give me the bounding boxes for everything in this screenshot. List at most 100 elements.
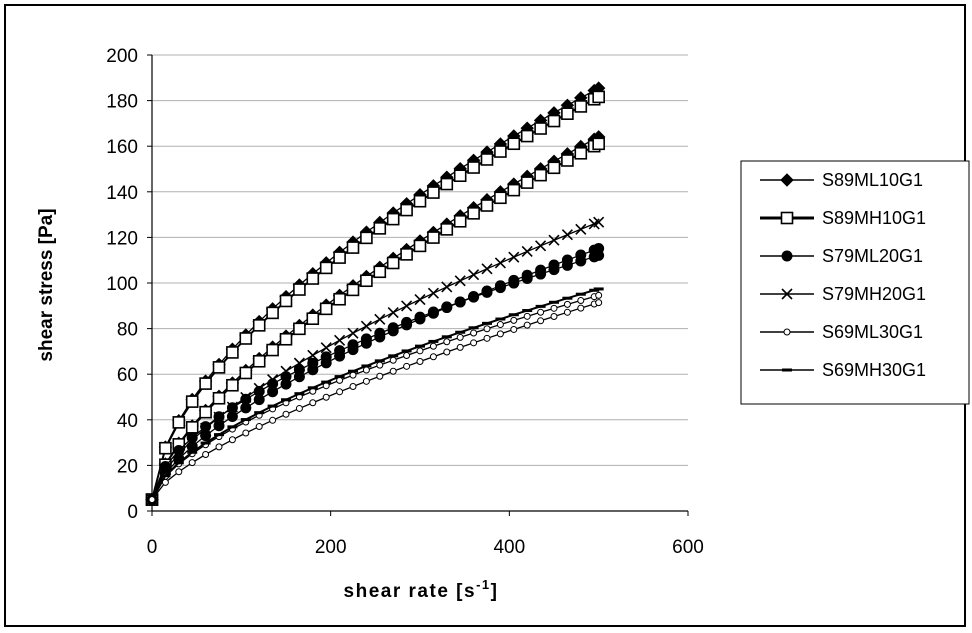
- data-point: [467, 207, 480, 220]
- data-point: [228, 436, 236, 444]
- data-point: [780, 173, 794, 187]
- data-point: [413, 239, 427, 253]
- data-point: [346, 283, 360, 297]
- data-point: [188, 459, 196, 467]
- data-point: [348, 369, 358, 373]
- data-point: [309, 399, 317, 407]
- data-point: [319, 261, 333, 275]
- data-point: [280, 365, 292, 377]
- data-point: [306, 272, 320, 285]
- legend-label: S69MH30G1: [822, 360, 926, 380]
- data-point: [389, 356, 397, 364]
- data-point: [482, 321, 492, 325]
- data-point: [547, 161, 561, 175]
- data-point: [319, 302, 333, 316]
- data-point: [494, 145, 507, 158]
- data-point: [360, 337, 372, 349]
- data-point: [334, 375, 345, 379]
- data-point: [148, 496, 156, 504]
- data-point: [242, 429, 250, 437]
- data-point: [535, 264, 547, 276]
- x-axis-title-end: ]: [491, 581, 499, 602]
- data-point: [468, 269, 480, 281]
- data-point: [494, 257, 506, 269]
- y-tick-label: 80: [117, 320, 138, 341]
- data-point: [783, 328, 791, 336]
- data-point: [470, 339, 478, 347]
- data-point: [387, 325, 399, 337]
- data-point: [347, 327, 359, 339]
- data-point: [376, 361, 384, 369]
- data-point: [507, 137, 521, 151]
- data-point: [389, 367, 397, 375]
- data-point: [213, 420, 225, 432]
- data-point: [253, 394, 265, 406]
- data-point: [456, 343, 464, 351]
- data-point: [226, 411, 238, 423]
- data-point: [414, 313, 426, 325]
- data-point: [535, 240, 547, 252]
- data-point: [185, 395, 199, 408]
- data-point: [440, 177, 454, 191]
- data-point: [226, 401, 238, 413]
- data-point: [269, 416, 277, 424]
- legend-item: S89ML10G1: [760, 170, 923, 190]
- legend-box: [740, 160, 970, 405]
- y-axis-title: shear stress [Pa]: [36, 208, 57, 361]
- data-point: [266, 306, 279, 320]
- data-point: [507, 183, 521, 197]
- y-tick-label: 100: [106, 274, 138, 295]
- data-point: [441, 335, 452, 339]
- data-point: [413, 194, 427, 208]
- legend-item: S89MH10G1: [760, 208, 926, 228]
- data-point: [427, 287, 439, 299]
- y-tick-label: 0: [127, 502, 138, 523]
- data-point: [226, 346, 239, 359]
- data-point: [252, 319, 266, 332]
- data-point: [429, 353, 437, 361]
- data-point: [495, 317, 506, 321]
- data-point: [416, 357, 424, 365]
- data-point: [595, 291, 603, 299]
- data-point: [577, 297, 585, 305]
- data-point: [593, 243, 605, 255]
- data-point: [547, 114, 561, 128]
- data-point: [333, 292, 346, 306]
- data-point: [440, 223, 454, 236]
- data-point: [416, 347, 424, 355]
- series-s69mh30g1: [147, 287, 604, 502]
- data-point: [575, 223, 587, 235]
- data-point: [400, 203, 413, 217]
- data-point: [267, 374, 279, 386]
- legend: S89ML10G1 S89MH10G1 S79ML20G1 S79MH20G1 S69M…: [740, 160, 970, 405]
- data-point: [374, 359, 385, 363]
- data-point: [455, 330, 466, 334]
- data-point: [185, 421, 199, 434]
- data-point: [213, 411, 225, 423]
- x-axis-title-sup: -1: [476, 577, 491, 592]
- x-tick-label: 400: [493, 537, 525, 558]
- legend-item: S79ML20G1: [760, 246, 923, 266]
- data-point: [508, 313, 519, 317]
- data-point: [781, 250, 793, 262]
- data-point: [510, 325, 518, 333]
- data-point: [215, 443, 223, 451]
- x-tick-label: 600: [672, 537, 704, 558]
- data-point: [320, 342, 332, 354]
- data-point: [333, 251, 346, 264]
- data-point: [454, 296, 466, 308]
- data-point: [427, 231, 440, 244]
- y-tick-label: 20: [117, 456, 138, 477]
- data-point: [496, 321, 504, 329]
- data-point: [374, 331, 386, 343]
- data-point: [443, 338, 451, 346]
- data-point: [548, 259, 560, 271]
- data-point: [240, 402, 252, 414]
- data-point: [373, 265, 387, 279]
- data-point: [523, 321, 531, 329]
- x-tick-label: 0: [147, 537, 158, 558]
- x-axis-title-main: shear rate [s: [344, 581, 477, 602]
- data-point: [428, 339, 439, 343]
- y-tick-label: 200: [106, 46, 138, 67]
